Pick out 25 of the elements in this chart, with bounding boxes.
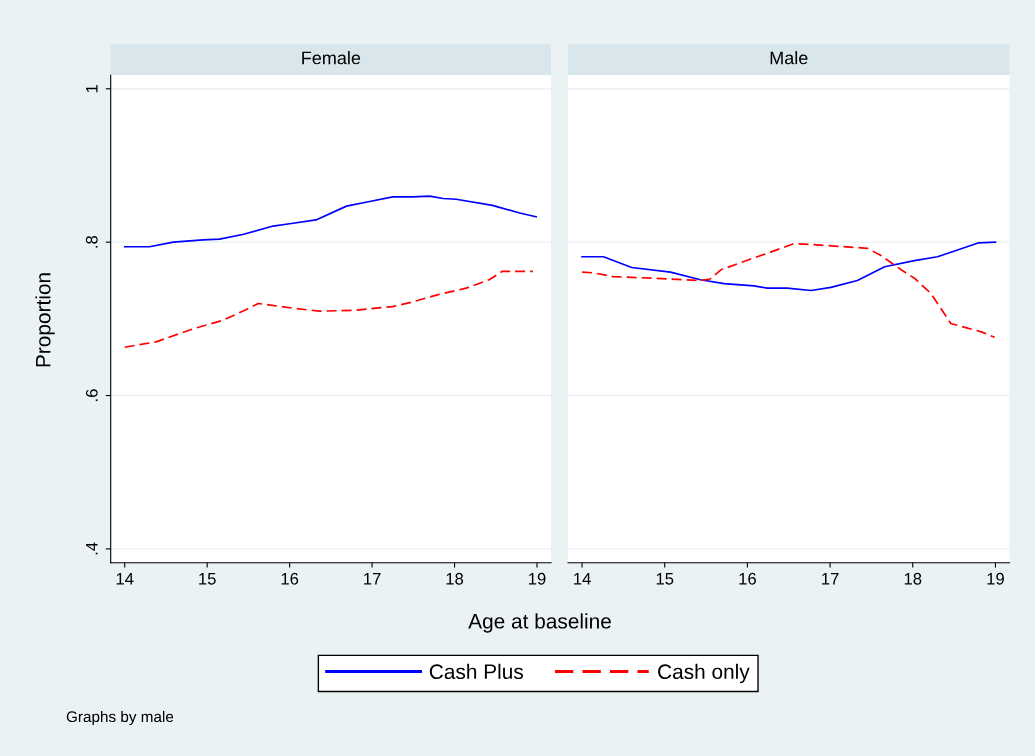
x-tick-label: 19 [528, 572, 546, 585]
chart-title: Male [770, 51, 808, 65]
x-tick-label: 15 [656, 573, 674, 585]
x-tick-label: 14 [116, 573, 134, 585]
x-tick-label: 18 [904, 572, 922, 585]
x-tick-label: 15 [199, 573, 216, 585]
x-tick-label: 14 [574, 573, 591, 585]
y-tick-label: 1 [86, 84, 98, 93]
y-axis-title: Proportion [35, 273, 55, 367]
text: Graphs by male [66, 710, 174, 726]
chart-title: Female [302, 51, 361, 65]
x-tick-label: 18 [446, 572, 464, 585]
x-tick-label: 17 [364, 573, 381, 585]
x-tick-label: 19 [987, 572, 1004, 585]
legend-label: Cash Plus [429, 663, 523, 680]
line-series [123, 270, 534, 349]
x-tick-label: 16 [281, 572, 299, 585]
y-tick-label: .4 [86, 542, 98, 555]
y-tick-label: .8 [85, 235, 98, 248]
y-tick-label: .6 [85, 389, 98, 401]
x-tick-label: 17 [822, 573, 839, 585]
x-tick-label: 16 [739, 572, 756, 585]
line-series [123, 195, 537, 248]
legend-label: Cash only [658, 663, 750, 684]
x-axis-title: Age at baseline [468, 613, 611, 633]
